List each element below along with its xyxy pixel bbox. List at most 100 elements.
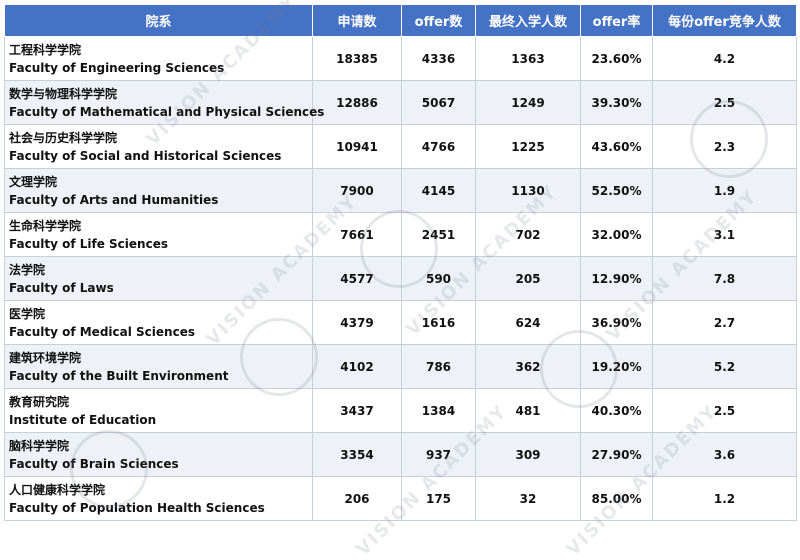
- faculty-name-en: Faculty of Laws: [9, 280, 114, 295]
- applications-cell: 18385: [312, 36, 402, 81]
- faculty-name-en: Faculty of Brain Sciences: [9, 456, 179, 471]
- offers-cell: 1384: [401, 388, 476, 433]
- applications-cell: 3437: [312, 388, 402, 433]
- faculty-name-cn: 文理学院: [9, 174, 58, 189]
- competition-cell: 1.2: [652, 476, 797, 521]
- offers-cell: 4336: [401, 36, 476, 81]
- faculty-name-en: Faculty of Social and Historical Science…: [9, 148, 282, 163]
- offers-cell: 2451: [401, 212, 476, 257]
- header-enrolled: 最终入学人数: [475, 4, 581, 37]
- enrolled-cell: 624: [475, 300, 581, 345]
- offers-cell: 937: [401, 432, 476, 477]
- enrolled-cell: 702: [475, 212, 581, 257]
- faculty-cell: 法学院 Faculty of Laws: [4, 256, 313, 301]
- enrolled-cell: 362: [475, 344, 581, 389]
- competition-cell: 2.5: [652, 388, 797, 433]
- enrolled-cell: 1249: [475, 80, 581, 125]
- header-row: 院系 申请数 offer数 最终入学人数 offer率 每份offer竞争人数: [4, 4, 797, 37]
- faculty-name-cn: 脑科学学院: [9, 438, 70, 453]
- faculty-name-en: Faculty of Arts and Humanities: [9, 192, 219, 207]
- faculty-cell: 人口健康科学学院 Faculty of Population Health Sci…: [4, 476, 313, 521]
- enrolled-cell: 309: [475, 432, 581, 477]
- enrolled-cell: 32: [475, 476, 581, 521]
- competition-cell: 3.6: [652, 432, 797, 477]
- table-row: 工程科学学院 Faculty of Engineering Sciences 183…: [4, 36, 797, 81]
- faculty-name-en: Faculty of the Built Environment: [9, 368, 229, 383]
- offer-rate-cell: 23.60%: [580, 36, 653, 81]
- offers-cell: 786: [401, 344, 476, 389]
- applications-cell: 4379: [312, 300, 402, 345]
- faculty-name-cn: 人口健康科学学院: [9, 482, 106, 497]
- offers-cell: 5067: [401, 80, 476, 125]
- applications-cell: 3354: [312, 432, 402, 477]
- faculty-name-cn: 法学院: [9, 262, 46, 277]
- faculty-name-en: Faculty of Population Health Sciences: [9, 500, 265, 515]
- offer-rate-cell: 52.50%: [580, 168, 653, 213]
- faculty-cell: 建筑环境学院 Faculty of the Built Environment: [4, 344, 313, 389]
- faculty-cell: 脑科学学院 Faculty of Brain Sciences: [4, 432, 313, 477]
- competition-cell: 2.7: [652, 300, 797, 345]
- offers-cell: 590: [401, 256, 476, 301]
- offer-rate-cell: 32.00%: [580, 212, 653, 257]
- faculty-name-cn: 社会与历史科学学院: [9, 130, 118, 145]
- faculty-name-en: Faculty of Mathematical and Physical Sci…: [9, 104, 325, 119]
- offer-rate-cell: 39.30%: [580, 80, 653, 125]
- offers-cell: 4766: [401, 124, 476, 169]
- header-faculty: 院系: [4, 4, 313, 37]
- applications-cell: 7900: [312, 168, 402, 213]
- faculty-name-cn: 医学院: [9, 306, 46, 321]
- offer-rate-cell: 85.00%: [580, 476, 653, 521]
- table-row: 生命科学学院 Faculty of Life Sciences 7661 2451 70…: [4, 212, 797, 257]
- applications-cell: 10941: [312, 124, 402, 169]
- table-row: 脑科学学院 Faculty of Brain Sciences 3354 937 309…: [4, 432, 797, 477]
- faculty-cell: 工程科学学院 Faculty of Engineering Sciences: [4, 36, 313, 81]
- offers-cell: 4145: [401, 168, 476, 213]
- faculty-name-cn: 教育研究院: [9, 394, 70, 409]
- table-row: 医学院 Faculty of Medical Sciences 4379 1616 62…: [4, 300, 797, 345]
- header-applications: 申请数: [312, 4, 402, 37]
- table-row: 文理学院 Faculty of Arts and Humanities 7900 41…: [4, 168, 797, 213]
- competition-cell: 5.2: [652, 344, 797, 389]
- header-competition: 每份offer竞争人数: [652, 4, 797, 37]
- offer-rate-cell: 12.90%: [580, 256, 653, 301]
- faculty-name-cn: 建筑环境学院: [9, 350, 82, 365]
- table-row: 数学与物理科学学院 Faculty of Mathematical and Phy…: [4, 80, 797, 125]
- offer-rate-cell: 27.90%: [580, 432, 653, 477]
- competition-cell: 3.1: [652, 212, 797, 257]
- offer-rate-cell: 19.20%: [580, 344, 653, 389]
- table-row: 建筑环境学院 Faculty of the Built Environment 41…: [4, 344, 797, 389]
- faculty-name-en: Institute of Education: [9, 412, 157, 427]
- table-row: 法学院 Faculty of Laws 4577 590 205 12.90% 7.8: [4, 256, 797, 301]
- faculty-name-cn: 工程科学学院: [9, 42, 82, 57]
- applications-cell: 206: [312, 476, 402, 521]
- faculty-cell: 教育研究院 Institute of Education: [4, 388, 313, 433]
- header-offers: offer数: [401, 4, 476, 37]
- faculty-cell: 文理学院 Faculty of Arts and Humanities: [4, 168, 313, 213]
- faculty-cell: 社会与历史科学学院 Faculty of Social and Historica…: [4, 124, 313, 169]
- faculty-name-cn: 生命科学学院: [9, 218, 82, 233]
- faculty-name-en: Faculty of Engineering Sciences: [9, 60, 225, 75]
- enrolled-cell: 1363: [475, 36, 581, 81]
- enrolled-cell: 1130: [475, 168, 581, 213]
- table-row: 教育研究院 Institute of Education 3437 1384 481 40…: [4, 388, 797, 433]
- enrolled-cell: 205: [475, 256, 581, 301]
- faculty-cell: 数学与物理科学学院 Faculty of Mathematical and Phy…: [4, 80, 325, 125]
- enrolled-cell: 481: [475, 388, 581, 433]
- offer-rate-cell: 36.90%: [580, 300, 653, 345]
- offers-cell: 175: [401, 476, 476, 521]
- faculty-cell: 医学院 Faculty of Medical Sciences: [4, 300, 313, 345]
- applications-cell: 7661: [312, 212, 402, 257]
- competition-cell: 2.3: [652, 124, 797, 169]
- applications-cell: 4577: [312, 256, 402, 301]
- applications-cell: 4102: [312, 344, 402, 389]
- offers-cell: 1616: [401, 300, 476, 345]
- competition-cell: 1.9: [652, 168, 797, 213]
- competition-cell: 2.5: [652, 80, 797, 125]
- faculty-name-cn: 数学与物理科学学院: [9, 86, 118, 101]
- header-offer-rate: offer率: [580, 4, 653, 37]
- table-row: 人口健康科学学院 Faculty of Population Health Sci…: [4, 476, 797, 521]
- applications-cell: 12886: [312, 80, 402, 125]
- table-row: 社会与历史科学学院 Faculty of Social and Historica…: [4, 124, 797, 169]
- faculty-cell: 生命科学学院 Faculty of Life Sciences: [4, 212, 313, 257]
- competition-cell: 7.8: [652, 256, 797, 301]
